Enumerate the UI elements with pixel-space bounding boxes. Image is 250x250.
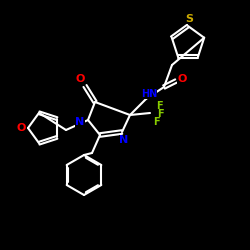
Text: O: O <box>16 123 26 133</box>
Text: HN: HN <box>141 89 157 99</box>
Text: O: O <box>177 74 187 84</box>
Text: O: O <box>75 74 85 84</box>
Text: S: S <box>185 14 193 24</box>
Text: N: N <box>120 135 128 145</box>
Text: F: F <box>153 117 159 127</box>
Text: F: F <box>156 101 162 111</box>
Text: N: N <box>76 117 84 127</box>
Text: F: F <box>157 109 163 119</box>
